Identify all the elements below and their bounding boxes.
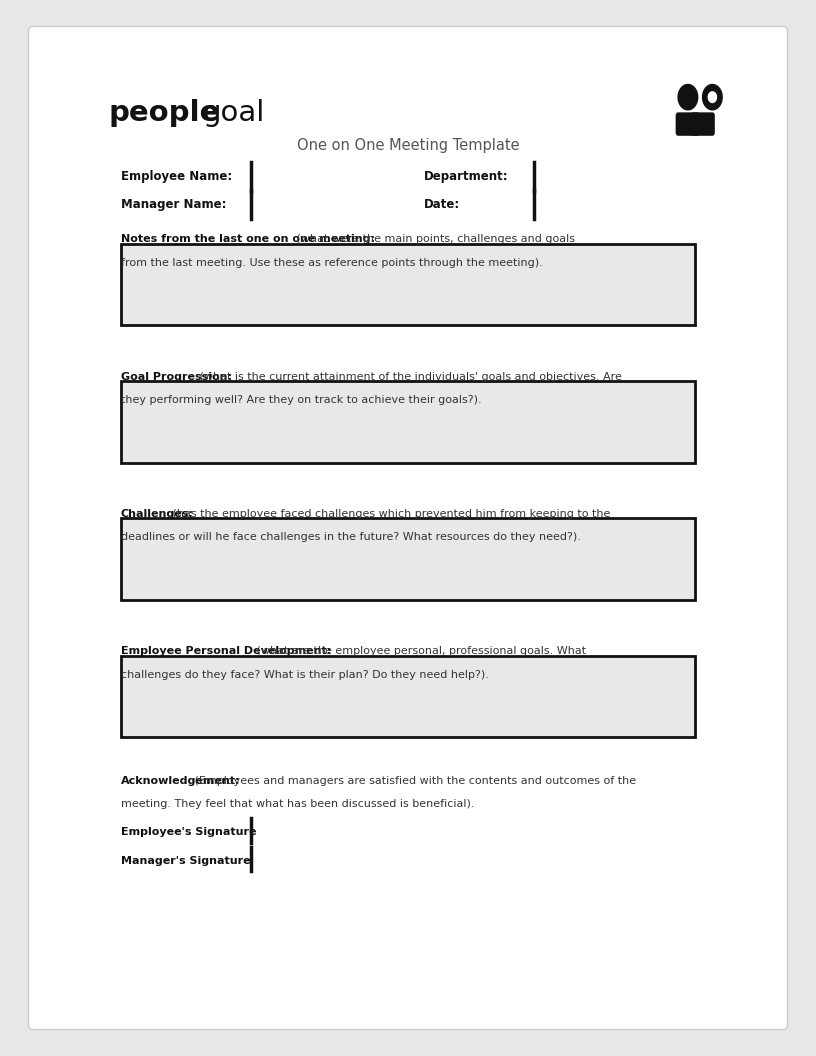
Text: Challenges:: Challenges: xyxy=(121,509,193,518)
Text: (what are the employee personal, professional goals. What: (what are the employee personal, profess… xyxy=(253,646,586,656)
Text: challenges do they face? What is their plan? Do they need help?).: challenges do they face? What is their p… xyxy=(121,670,489,679)
Text: people: people xyxy=(109,99,220,127)
Text: Notes from the last one on one meeting:: Notes from the last one on one meeting: xyxy=(121,234,375,244)
Text: (Employees and managers are satisfied with the contents and outcomes of the: (Employees and managers are satisfied wi… xyxy=(191,776,636,786)
Text: from the last meeting. Use these as reference points through the meeting).: from the last meeting. Use these as refe… xyxy=(121,258,543,267)
Text: (what were the main points, challenges and goals: (what were the main points, challenges a… xyxy=(293,234,574,244)
Bar xyxy=(121,244,695,325)
FancyBboxPatch shape xyxy=(690,112,715,136)
Text: Acknowledgement:: Acknowledgement: xyxy=(121,776,240,786)
Text: goal: goal xyxy=(202,99,264,127)
Text: (has the employee faced challenges which prevented him from keeping to the: (has the employee faced challenges which… xyxy=(169,509,610,518)
Text: Goal Progression:: Goal Progression: xyxy=(121,372,232,381)
FancyBboxPatch shape xyxy=(29,26,787,1030)
Text: Department:: Department: xyxy=(424,170,509,183)
Text: they performing well? Are they on track to achieve their goals?).: they performing well? Are they on track … xyxy=(121,395,481,404)
Circle shape xyxy=(708,92,716,102)
Text: deadlines or will he face challenges in the future? What resources do they need?: deadlines or will he face challenges in … xyxy=(121,532,581,542)
Text: Manager's Signature: Manager's Signature xyxy=(121,855,251,866)
Circle shape xyxy=(678,84,698,110)
Text: (what is the current attainment of the individuals' goals and objectives. Are: (what is the current attainment of the i… xyxy=(196,372,622,381)
Text: Employee's Signature: Employee's Signature xyxy=(121,827,256,837)
Bar xyxy=(121,656,695,737)
Text: One on One Meeting Template: One on One Meeting Template xyxy=(297,138,519,153)
Circle shape xyxy=(703,84,722,110)
Bar xyxy=(121,518,695,600)
Text: Date:: Date: xyxy=(424,199,460,211)
Text: Manager Name:: Manager Name: xyxy=(121,199,226,211)
Text: Employee Personal Development:: Employee Personal Development: xyxy=(121,646,331,656)
Bar xyxy=(121,381,695,463)
Text: Employee Name:: Employee Name: xyxy=(121,170,232,183)
FancyBboxPatch shape xyxy=(676,112,700,136)
Text: meeting. They feel that what has been discussed is beneficial).: meeting. They feel that what has been di… xyxy=(121,799,474,809)
